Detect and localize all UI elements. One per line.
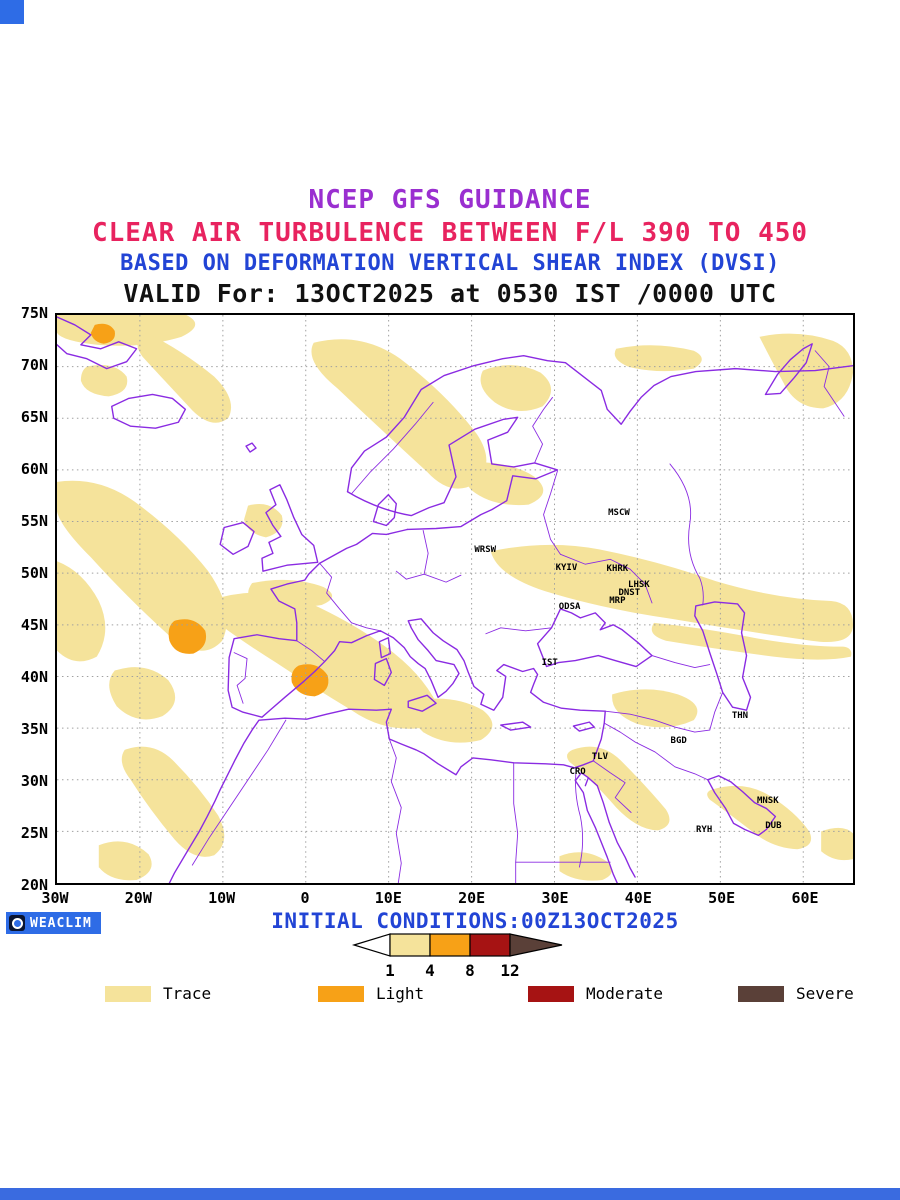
- scale-tick-12: 12: [500, 961, 520, 980]
- turbulence-light-region: [90, 323, 329, 697]
- scale-tick-8: 8: [465, 961, 475, 980]
- color-scale: 1 4 8 12: [350, 931, 565, 983]
- lon-label-60e: 60E: [791, 889, 819, 907]
- lon-label-30w: 30W: [41, 889, 69, 907]
- map-canvas: [57, 315, 853, 883]
- lat-label-40n: 40N: [20, 668, 48, 686]
- weaclim-logo-text: WEACLIM: [30, 915, 92, 931]
- weaclim-globe-icon: [9, 915, 25, 931]
- city-label-ryh: RYH: [696, 824, 713, 835]
- city-label-lhsk: LHSK: [628, 580, 650, 591]
- title-line-3: BASED ON DEFORMATION VERTICAL SHEAR INDE…: [120, 251, 780, 276]
- city-label-dub: DUB: [765, 820, 782, 831]
- legend-swatch-moderate: [528, 985, 574, 1002]
- coastlines: [57, 316, 853, 883]
- city-label-layer: MSCW WRSW KYIV KHRK LHSK DNST MRP ODSA IST THN BGD…: [57, 315, 853, 883]
- lat-label-35n: 35N: [20, 720, 48, 738]
- city-label-bgd: BGD: [670, 736, 687, 746]
- lat-label-25n: 25N: [20, 824, 48, 842]
- legend-item-trace: Trace: [105, 984, 211, 1003]
- latitude-axis: 75N 70N 65N 60N 55N 50N 45N 40N 35N 30N 25N 20N: [6, 304, 50, 894]
- lat-label-20n: 20N: [20, 876, 48, 894]
- scale-tick-4: 4: [425, 961, 435, 980]
- legend-label: Moderate: [586, 984, 664, 1003]
- legend-row: Trace Light Moderate Severe: [0, 984, 900, 1004]
- legend-swatch-severe: [738, 985, 784, 1002]
- city-label-ist: IST: [541, 657, 558, 668]
- lon-label-20e: 20E: [458, 889, 486, 907]
- legend-swatch-light: [318, 985, 364, 1002]
- city-label-khrk: KHRK: [606, 564, 629, 575]
- lat-label-50n: 50N: [20, 564, 48, 582]
- legend-item-moderate: Moderate: [528, 984, 663, 1003]
- scale-tick-row: 1 4 8 12: [350, 961, 565, 981]
- legend-label: Light: [376, 984, 425, 1003]
- bottom-bar: [0, 1188, 900, 1200]
- lon-label-10e: 10E: [374, 889, 402, 907]
- city-label-wrsw: WRSW: [474, 544, 497, 555]
- lat-label-45n: 45N: [20, 616, 48, 634]
- city-label-thn: THN: [731, 711, 749, 721]
- longitude-axis: 30W 20W 10W 0 10E 20E 30E 40E 50E 60E: [41, 889, 855, 909]
- city-label-kyiv: KYIV: [555, 563, 578, 574]
- scale-right-arrow: [509, 933, 563, 957]
- city-label-mscw: MSCW: [608, 507, 630, 518]
- legend-item-light: Light: [318, 984, 424, 1003]
- legend-label: Severe: [796, 984, 854, 1003]
- lon-label-30e: 30E: [541, 889, 569, 907]
- lon-label-40e: 40E: [624, 889, 652, 907]
- lat-label-70n: 70N: [20, 356, 48, 374]
- title-line-2: CLEAR AIR TURBULENCE BETWEEN F/L 390 TO …: [91, 218, 809, 248]
- city-label-cro: CRO: [569, 766, 586, 777]
- lat-label-65n: 65N: [20, 408, 48, 426]
- title-block: NCEP GFS GUIDANCE CLEAR AIR TURBULENCE B…: [0, 182, 900, 311]
- lon-label-50e: 50E: [708, 889, 736, 907]
- scale-segment-light: [429, 933, 471, 957]
- globe-ring-icon: [11, 917, 23, 929]
- title-line-1: NCEP GFS GUIDANCE: [308, 185, 592, 215]
- scale-tick-1: 1: [385, 961, 395, 980]
- scale-segment-trace: [389, 933, 431, 957]
- title-line-4: VALID For: 13OCT2025 at 0530 IST /0000 U…: [123, 279, 777, 308]
- legend-swatch-trace: [105, 985, 151, 1002]
- city-label-tlv: TLV: [591, 751, 608, 762]
- lat-label-60n: 60N: [20, 460, 48, 478]
- lon-label-20w: 20W: [124, 889, 152, 907]
- weaclim-logo: WEACLIM: [6, 912, 101, 934]
- city-label-odsa: ODSA: [558, 601, 581, 612]
- initial-conditions-text: INITIAL CONDITIONS:00Z13OCT2025: [271, 909, 679, 933]
- legend-label: Trace: [163, 984, 212, 1003]
- lon-label-10w: 10W: [208, 889, 236, 907]
- lat-label-75n: 75N: [20, 304, 48, 322]
- city-label-mrp: MRP: [609, 595, 626, 606]
- turbulence-trace-region: [57, 315, 853, 881]
- lat-label-30n: 30N: [20, 772, 48, 790]
- city-label-mnsk: MNSK: [756, 795, 779, 806]
- legend-item-severe: Severe: [738, 984, 854, 1003]
- country-borders: [191, 350, 845, 883]
- scale-left-arrow: [351, 933, 391, 957]
- scale-segment-moderate: [469, 933, 511, 957]
- lon-label-0: 0: [300, 889, 310, 907]
- grid-lines: [57, 315, 853, 883]
- corner-mark: [0, 0, 24, 24]
- color-scale-arrow: [351, 933, 563, 957]
- lat-label-55n: 55N: [20, 512, 48, 530]
- city-label-dnst: DNST: [618, 588, 641, 599]
- turbulence-map: MSCW WRSW KYIV KHRK LHSK DNST MRP ODSA IST THN BGD…: [55, 313, 855, 885]
